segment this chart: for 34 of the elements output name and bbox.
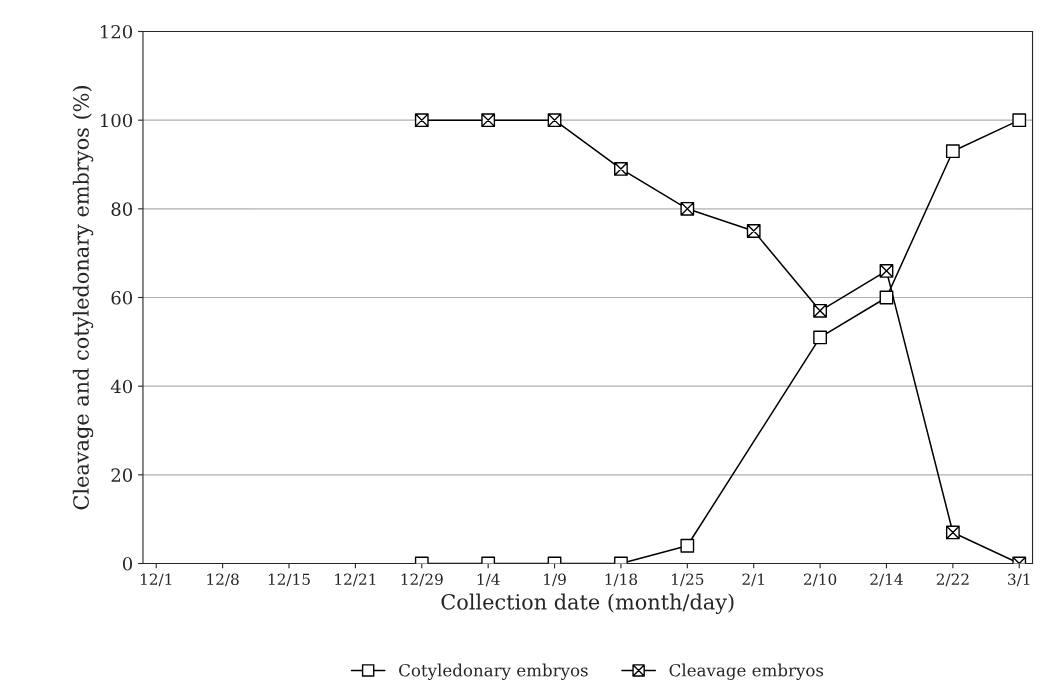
x-tick-label: 12/8 bbox=[207, 573, 239, 587]
point bbox=[414, 113, 429, 128]
x-tick-label: 2/22 bbox=[936, 573, 969, 587]
y-tick-label: 100 bbox=[100, 113, 133, 128]
x-axis-title: Collection date (month/day) bbox=[441, 593, 734, 615]
x-tick-label: 12/21 bbox=[335, 573, 376, 587]
point bbox=[746, 224, 761, 238]
point bbox=[945, 144, 960, 159]
x-tick-label: 12/29 bbox=[401, 573, 443, 587]
x-tick-label: 12/1 bbox=[140, 573, 172, 587]
point bbox=[1012, 113, 1027, 128]
x-tick-label: 2/1 bbox=[742, 573, 764, 587]
y-tick-label: 60 bbox=[111, 290, 133, 305]
x-tick-label: 1/9 bbox=[544, 573, 566, 587]
legend-label: Cleavage embryos bbox=[669, 663, 824, 680]
x-tick-label: 3/1 bbox=[1008, 573, 1030, 587]
point bbox=[813, 303, 827, 318]
point bbox=[680, 201, 695, 216]
legend-label: Cotyledonary embryos bbox=[399, 663, 588, 680]
y-tick-label: 0 bbox=[122, 556, 133, 571]
x-tick-label: 1/4 bbox=[477, 573, 500, 587]
x-tick-label: 12/15 bbox=[268, 573, 310, 587]
point bbox=[481, 113, 496, 128]
point bbox=[614, 162, 628, 176]
x-tick-label: 2/14 bbox=[870, 573, 903, 587]
x-tick-label: 1/25 bbox=[672, 573, 704, 587]
y-tick-label: 20 bbox=[111, 468, 133, 482]
x-tick-label: 1/18 bbox=[605, 573, 638, 587]
y-axis-title: Cleavage and cotyledonary embryos (%) bbox=[72, 86, 94, 510]
y-tick-label: 120 bbox=[100, 24, 133, 39]
y-tick-label: 80 bbox=[111, 202, 133, 216]
y-tick-label: 40 bbox=[110, 379, 133, 394]
x-tick-label: 2/10 bbox=[803, 573, 837, 587]
point bbox=[813, 330, 827, 345]
